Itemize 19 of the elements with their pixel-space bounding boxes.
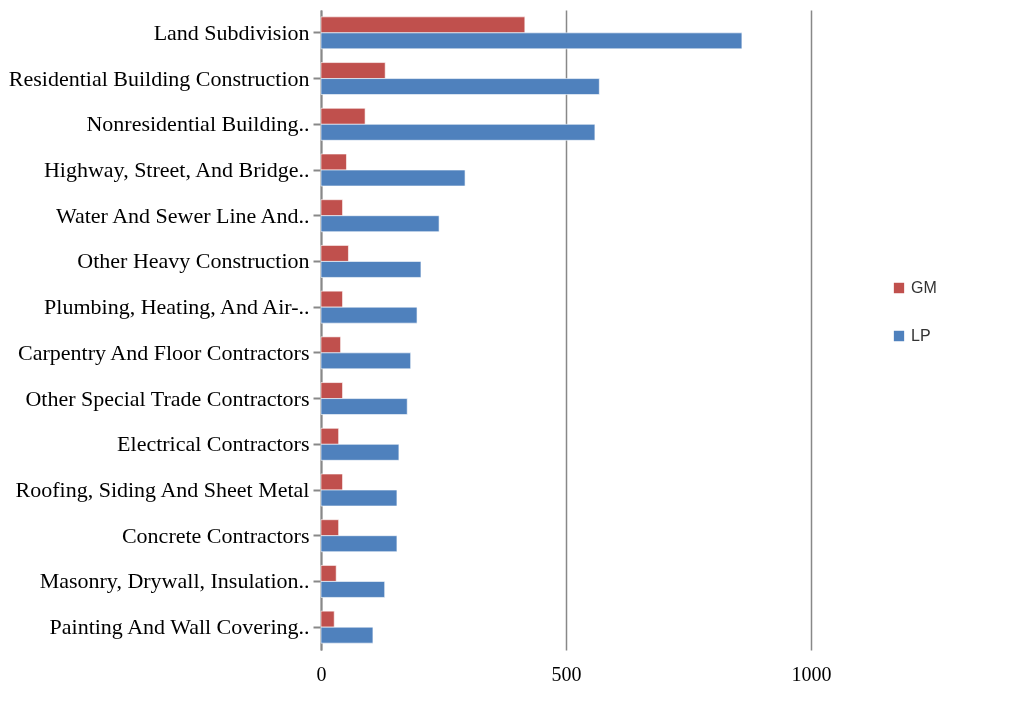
legend-label: GM [911,279,937,296]
y-tick-label: Other Special Trade Contractors [25,385,310,411]
y-tick-label: Nonresidential Building.. [86,111,310,137]
y-tick-label: Electrical Contractors [117,431,310,457]
x-tick-label: 0 [316,662,327,685]
y-tick-label: Painting And Wall Covering.. [49,614,310,640]
y-tick-label: Other Heavy Construction [77,248,310,274]
y-tick-label: Water And Sewer Line And.. [55,202,310,228]
x-tick-label: 1000 [791,662,832,685]
y-tick-label: Concrete Contractors [121,522,310,548]
y-tick-label: Plumbing, Heating, And Air-.. [44,294,310,320]
y-tick-label: Carpentry And Floor Contractors [18,339,310,365]
y-tick-label: Masonry, Drywall, Insulation.. [39,568,310,594]
y-tick-label: Highway, Street, And Bridge.. [43,157,310,182]
y-tick-label: Residential Building Construction [8,65,310,91]
legend-label: LP [911,327,931,344]
y-tick-label: Land Subdivision [153,19,310,45]
x-tick-label: 500 [551,662,582,685]
y-tick-label: Roofing, Siding And Sheet Metal [15,477,310,502]
